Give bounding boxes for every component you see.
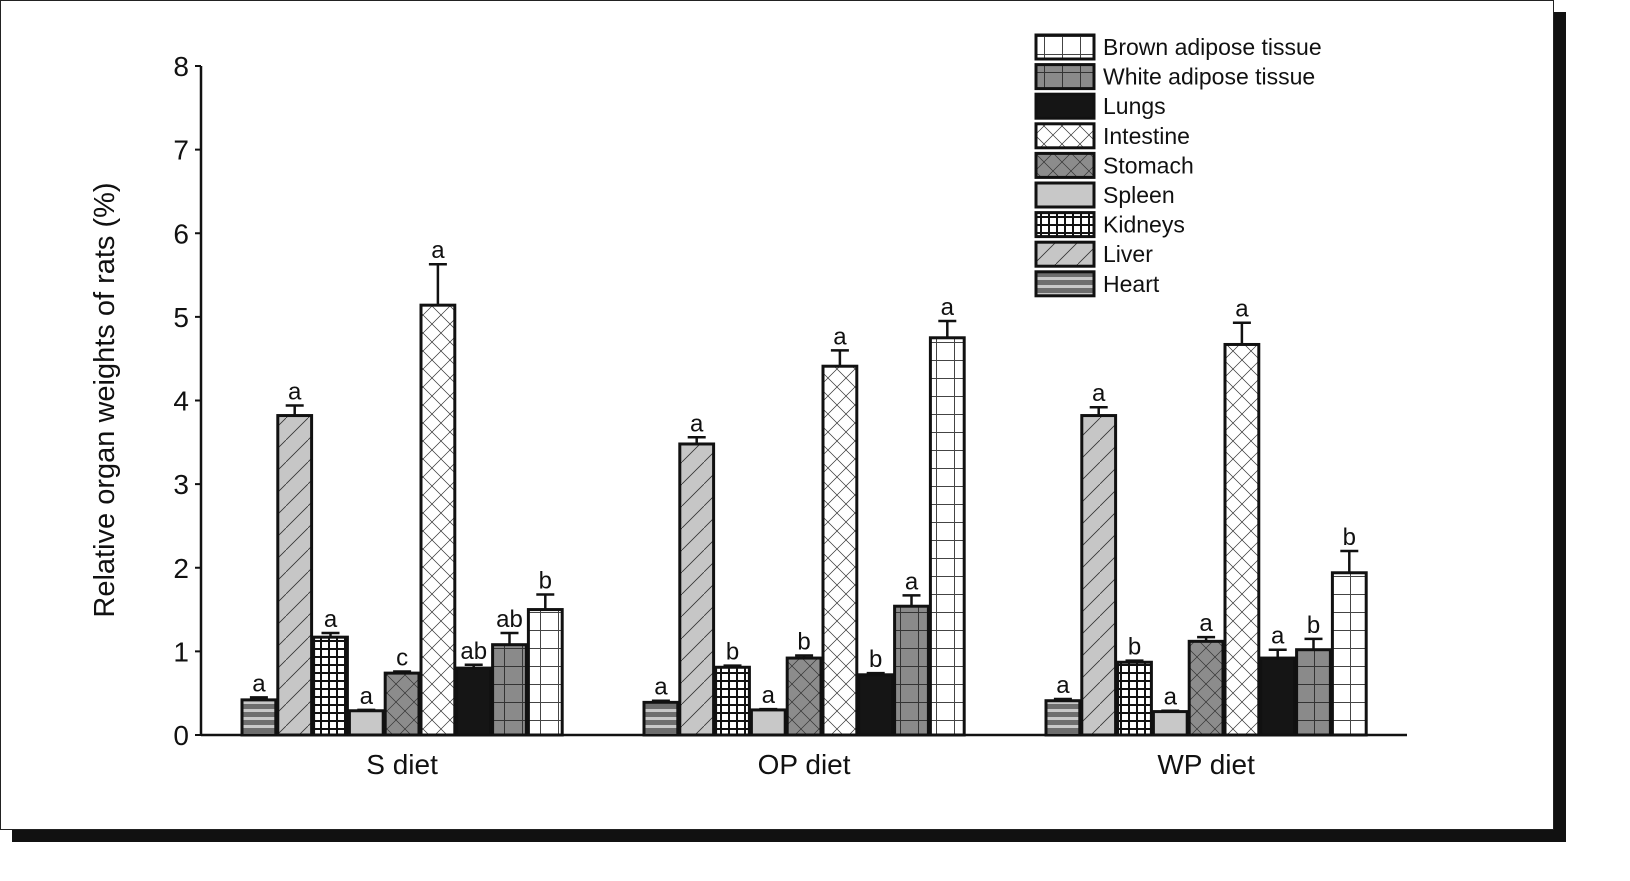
significance-letter: c: [396, 644, 408, 671]
bar: [749, 708, 787, 737]
bar: [240, 698, 278, 737]
significance-letter: a: [1056, 672, 1070, 699]
significance-letter: b: [1128, 634, 1141, 661]
significance-letter: a: [941, 294, 955, 321]
bar: [1116, 660, 1153, 737]
significance-letter: a: [1271, 623, 1285, 650]
significance-letter: a: [324, 606, 338, 633]
significance-letter: b: [539, 568, 552, 595]
bar: [526, 608, 564, 737]
y-tick-label: 4: [173, 386, 189, 417]
significance-letter: a: [654, 674, 668, 701]
significance-letter: a: [905, 568, 919, 595]
bar: [491, 643, 528, 737]
x-tick-label: WP diet: [1157, 749, 1255, 780]
y-tick-label: 2: [173, 553, 189, 584]
legend-swatch: [1034, 211, 1096, 239]
bar: [857, 673, 895, 737]
legend-label: Lungs: [1103, 93, 1166, 119]
y-tick-label: 7: [173, 135, 189, 166]
bar: [678, 442, 716, 737]
significance-letter: b: [1307, 612, 1320, 639]
significance-letter: ab: [496, 606, 523, 633]
significance-letter: a: [1092, 380, 1106, 407]
y-tick-label: 1: [173, 636, 189, 667]
legend-swatch: [1034, 270, 1096, 298]
y-tick-label: 3: [173, 469, 189, 500]
legend-swatch: [1034, 92, 1096, 120]
bar: [1223, 342, 1261, 737]
significance-letter: a: [431, 237, 445, 264]
significance-letter: a: [1164, 684, 1178, 711]
legend-swatch: [1034, 181, 1096, 209]
bar: [419, 303, 457, 737]
legend-swatch: [1034, 122, 1096, 150]
bar: [455, 666, 493, 737]
legend-swatch: [1034, 151, 1096, 179]
legend-label: Heart: [1103, 271, 1160, 297]
x-tick-label: OP diet: [758, 749, 851, 780]
significance-letter: a: [1199, 610, 1213, 637]
significance-letter: a: [252, 670, 266, 697]
significance-letter: b: [1343, 524, 1356, 551]
bar: [1080, 414, 1118, 737]
legend-label: Brown adipose tissue: [1103, 34, 1322, 60]
bar: [347, 709, 385, 737]
legend-label: Spleen: [1103, 182, 1175, 208]
bar: [276, 414, 314, 737]
legend: Brown adipose tissue White adipose tissue…: [1034, 33, 1322, 298]
bar: [821, 364, 859, 737]
significance-letter: a: [762, 682, 776, 709]
bar: [928, 336, 966, 737]
y-tick-label: 0: [173, 720, 189, 751]
bar: [1151, 710, 1189, 737]
bar: [785, 656, 823, 737]
bar: [1295, 648, 1332, 737]
bar: [1044, 699, 1082, 737]
significance-letter: a: [833, 323, 847, 350]
y-tick-label: 6: [173, 218, 189, 249]
legend-swatch: [1034, 63, 1096, 91]
significance-letter: ab: [460, 638, 487, 665]
significance-letter: a: [690, 410, 704, 437]
bar: [642, 700, 680, 737]
legend-label: Intestine: [1103, 123, 1190, 149]
significance-letter: a: [288, 379, 302, 406]
bar: [1330, 571, 1368, 737]
significance-letter: a: [360, 683, 374, 710]
legend-swatch: [1034, 33, 1096, 61]
bar: [383, 671, 421, 737]
significance-letter: b: [869, 646, 882, 673]
legend-label: Kidneys: [1103, 212, 1185, 238]
bar: [714, 665, 751, 737]
legend-label: White adipose tissue: [1103, 64, 1315, 90]
bar: [1187, 639, 1225, 737]
significance-letter: a: [1235, 296, 1249, 323]
significance-letter: b: [797, 629, 810, 656]
bar: [893, 604, 930, 737]
bar: [1259, 656, 1297, 737]
legend-label: Stomach: [1103, 152, 1194, 178]
y-axis-label: Relative organ weights of rats (%): [89, 182, 121, 617]
significance-letter: b: [726, 639, 739, 666]
x-tick-label: S diet: [366, 749, 438, 780]
y-tick-label: 8: [173, 51, 189, 82]
y-tick-label: 5: [173, 302, 189, 333]
bar: [312, 635, 349, 737]
legend-label: Liver: [1103, 241, 1153, 267]
legend-swatch: [1034, 240, 1096, 268]
